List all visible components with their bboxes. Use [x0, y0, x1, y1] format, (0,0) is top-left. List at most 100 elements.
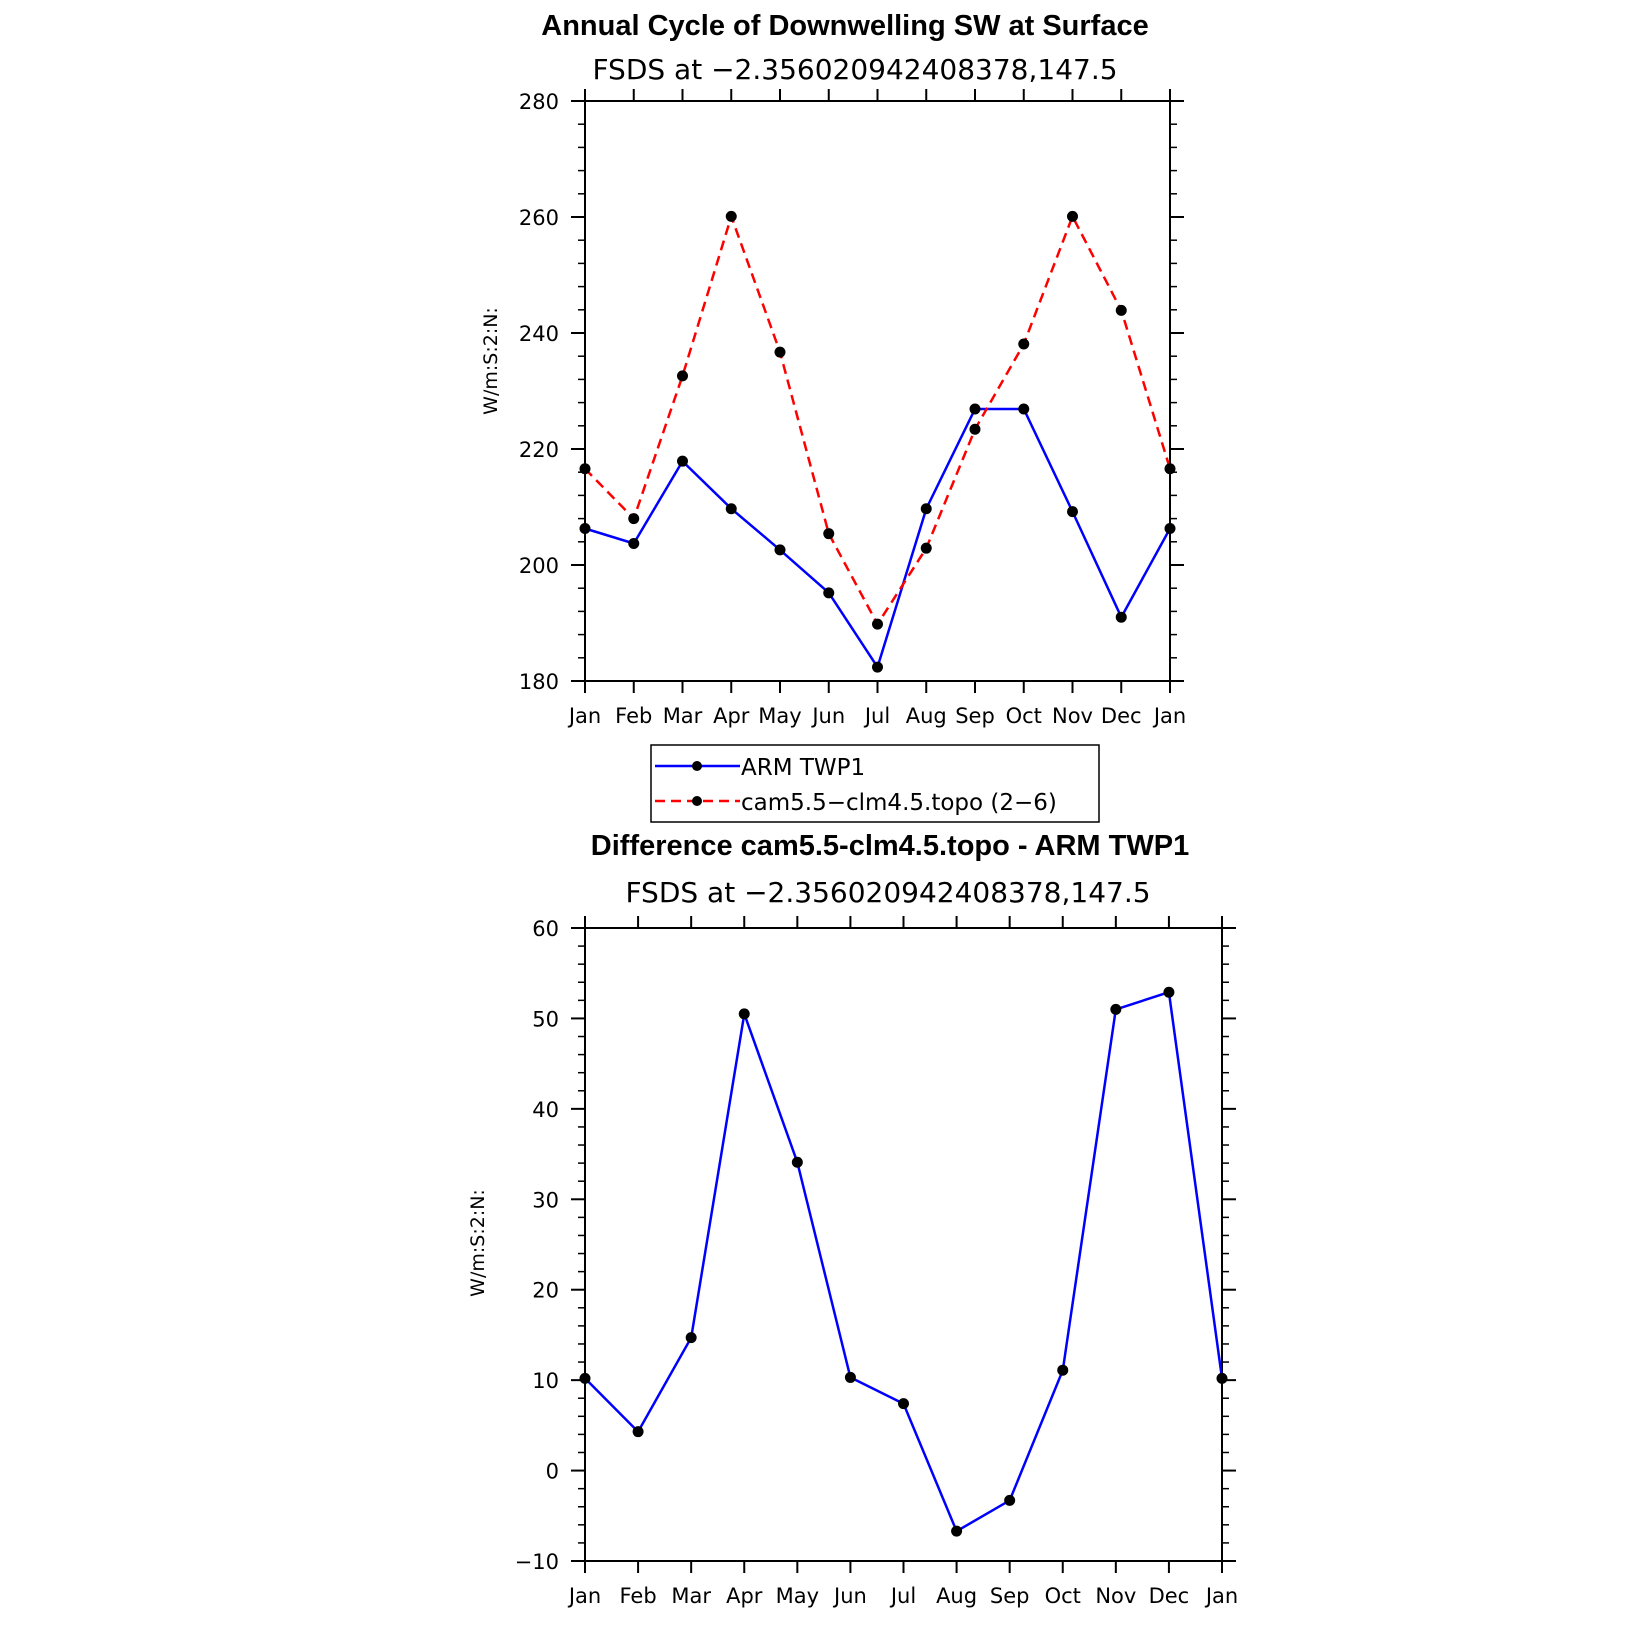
y-tick-label: 60 [532, 917, 559, 941]
data-point [1004, 1494, 1016, 1506]
data-point [1164, 463, 1176, 475]
data-point [969, 403, 981, 415]
data-point [1018, 338, 1030, 350]
plot-frame [584, 927, 1223, 1562]
data-point [823, 587, 835, 599]
data-point [628, 513, 640, 525]
data-point [1115, 304, 1127, 316]
data-point [1067, 210, 1078, 222]
y-tick-label: 240 [519, 322, 559, 346]
x-tick-label: Mar [663, 704, 703, 728]
y-tick-label: −10 [515, 1550, 559, 1574]
y-tick-label: 10 [532, 1369, 559, 1393]
y-tick-label: 280 [519, 90, 559, 114]
x-tick-label: Feb [615, 704, 652, 728]
data-point [844, 1371, 856, 1383]
x-tick-label: Sep [955, 704, 995, 728]
x-tick-label: Nov [1095, 1584, 1136, 1608]
x-tick-label: Oct [1006, 704, 1042, 728]
legend-marker-arm [692, 761, 702, 771]
chart-subtitle: FSDS at −2.356020942408378,147.5 [592, 53, 1117, 86]
x-tick-label: Jan [567, 704, 601, 728]
y-tick-label: 50 [532, 1007, 559, 1031]
x-tick-label: Oct [1045, 1584, 1081, 1608]
data-point [677, 370, 688, 382]
x-tick-label: Jan [567, 1584, 601, 1608]
x-tick-label: Dec [1101, 704, 1142, 728]
data-series [579, 986, 1228, 1537]
x-tick-label: May [776, 1584, 819, 1608]
chart-title: Annual Cycle of Downwelling SW at Surfac… [541, 10, 1148, 42]
x-tick-label: Aug [936, 1584, 977, 1608]
data-point [628, 538, 640, 550]
data-point [774, 544, 786, 556]
data-point [920, 503, 932, 515]
data-point [969, 423, 981, 435]
plot-axes [571, 916, 1236, 1573]
annual-cycle-chart: Annual Cycle of Downwelling SW at Surfac… [480, 10, 1186, 728]
legend: ARM TWP1 cam5.5−clm4.5.topo (2−6) [650, 744, 1100, 823]
data-point [1110, 1003, 1122, 1015]
data-point [579, 522, 591, 534]
x-tick-label: May [758, 704, 801, 728]
x-tick-label: Apr [726, 1584, 763, 1608]
x-tick-label: Jul [889, 1584, 916, 1608]
chart-title: Difference cam5.5-clm4.5.topo - ARM TWP1 [591, 830, 1189, 862]
x-tick-label: Dec [1149, 1584, 1190, 1608]
y-tick-label: 220 [519, 438, 559, 462]
y-tick-label: 260 [519, 206, 559, 230]
x-tick-label: Aug [906, 704, 947, 728]
x-tick-label: Feb [619, 1584, 656, 1608]
x-tick-label: Jan [1152, 704, 1186, 728]
data-point [898, 1398, 909, 1410]
series-line [584, 990, 1224, 1533]
plot-axes [571, 89, 1184, 693]
x-tick-label: Jul [863, 704, 890, 728]
data-point [1057, 1364, 1069, 1376]
data-point [1067, 506, 1078, 518]
data-point [872, 618, 883, 630]
tick-labels: Jan Feb Mar Apr May Jun Jul Aug Sep Oct Nov Dec Jan−… [515, 917, 1239, 1608]
x-tick-label: Jun [810, 704, 845, 728]
data-point [823, 528, 835, 540]
legend-entry-cam: cam5.5−clm4.5.topo (2−6) [741, 790, 1057, 816]
y-tick-label: 30 [532, 1188, 559, 1212]
x-tick-label: Mar [671, 1584, 711, 1608]
data-series [579, 210, 1176, 673]
data-point [791, 1156, 803, 1168]
data-point [632, 1426, 644, 1438]
y-axis-label: W/m:S:2:N: [467, 1189, 489, 1297]
x-tick-label: Jun [832, 1584, 867, 1608]
y-axis-label: W/m:S:2:N: [480, 307, 502, 415]
data-point [951, 1525, 963, 1537]
data-point [1216, 1372, 1228, 1384]
legend-marker-cam [692, 796, 702, 806]
data-point [685, 1332, 697, 1344]
data-point [677, 455, 688, 467]
plot-frame [584, 100, 1171, 682]
data-point [579, 1372, 591, 1384]
data-point [872, 661, 883, 673]
data-point [920, 542, 932, 554]
data-point [738, 1008, 750, 1020]
y-tick-label: 200 [519, 554, 559, 578]
data-point [1115, 611, 1127, 623]
x-tick-label: Jan [1204, 1584, 1238, 1608]
series-line [584, 212, 1172, 627]
legend-box [650, 744, 1100, 823]
data-point [579, 463, 591, 475]
x-tick-label: Nov [1052, 704, 1093, 728]
y-tick-label: 20 [532, 1279, 559, 1303]
data-point [774, 346, 786, 358]
y-tick-label: 0 [546, 1460, 559, 1484]
difference-chart: Difference cam5.5-clm4.5.topo - ARM TWP1… [467, 830, 1238, 1608]
data-point [725, 503, 737, 515]
chart-subtitle: FSDS at −2.356020942408378,147.5 [625, 876, 1150, 909]
x-tick-label: Apr [713, 704, 750, 728]
legend-entry-arm: ARM TWP1 [741, 755, 865, 781]
tick-labels: Jan Feb Mar Apr May Jun Jul Aug Sep Oct Nov Dec Jan 1… [519, 90, 1186, 728]
y-tick-label: 180 [519, 670, 559, 694]
data-point [1164, 522, 1176, 534]
data-point [1163, 986, 1175, 998]
